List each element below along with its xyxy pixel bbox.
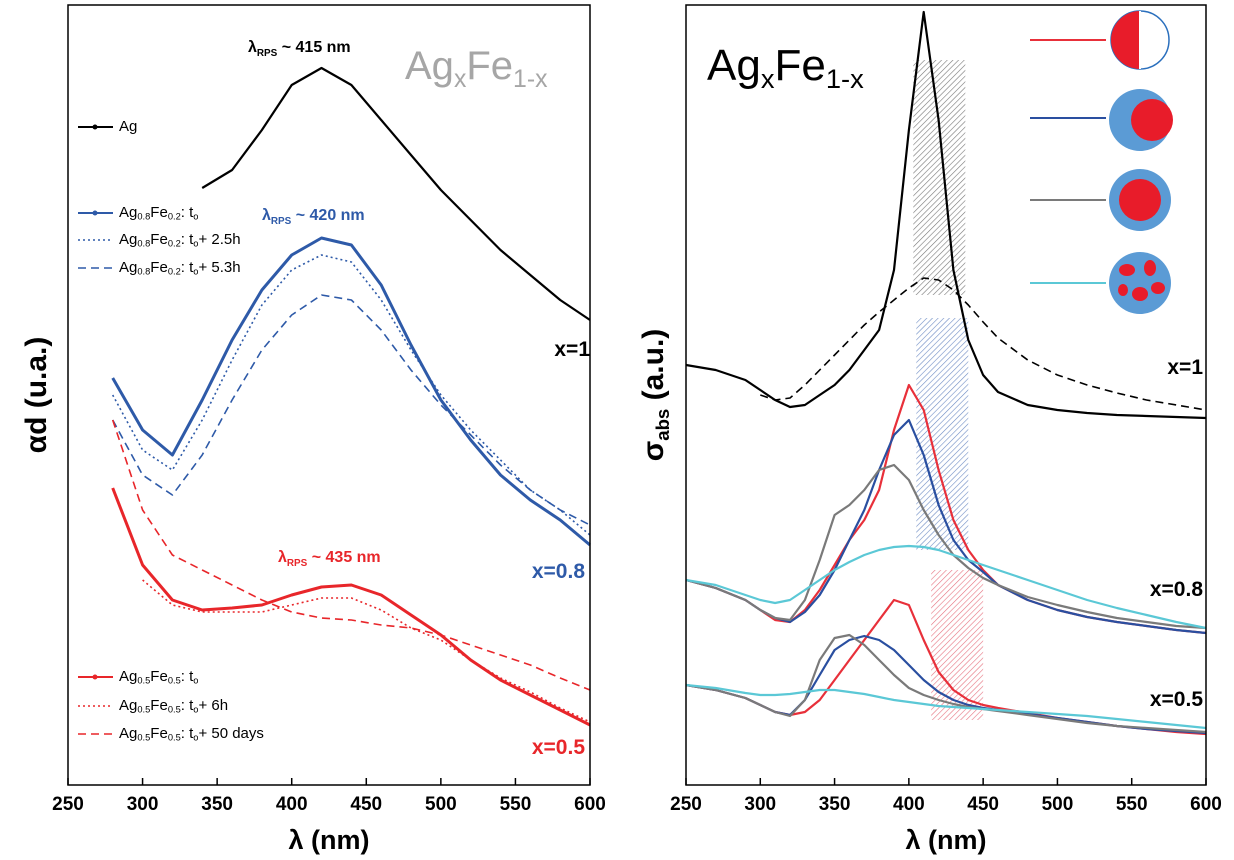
series-line bbox=[685, 544, 1207, 630]
series-line bbox=[685, 683, 1207, 730]
x-tick-label: 450 bbox=[350, 794, 382, 815]
x-tick-label: 550 bbox=[500, 794, 532, 815]
icon-cluster bbox=[1119, 264, 1135, 276]
series-line bbox=[111, 294, 591, 526]
series-line bbox=[111, 487, 591, 727]
bands bbox=[913, 60, 984, 720]
legend-label: Ag0.5Fe0.5: to bbox=[119, 668, 198, 686]
series-line bbox=[685, 10, 1207, 420]
legend-label: Ag0.8Fe0.2: to+ 2.5h bbox=[119, 231, 241, 249]
x-tick-label: 600 bbox=[574, 794, 606, 815]
chart-title: AgxFe1-x bbox=[405, 44, 548, 93]
x-tick-label: 250 bbox=[52, 794, 84, 815]
annotations: 250 300 350 400 450 500 550 600 λ (nm) αd (u.a.) A… bbox=[20, 4, 1222, 855]
legend-icons bbox=[1109, 10, 1173, 314]
icon-core bbox=[1131, 99, 1173, 141]
plot-frame bbox=[685, 4, 1207, 786]
annotation: λRPS ~ 435 nm bbox=[278, 549, 381, 568]
y-axis-label: σabs (a.u.) bbox=[637, 329, 673, 462]
x-tick-label: 400 bbox=[276, 794, 308, 815]
icon-janus-fe bbox=[1111, 11, 1140, 69]
annotation: λRPS ~ 415 nm bbox=[248, 39, 351, 58]
x-axis-label: λ (nm) bbox=[289, 825, 370, 855]
hatched-band bbox=[931, 570, 984, 720]
curve-label: x=1 bbox=[1167, 356, 1203, 379]
series-line bbox=[142, 579, 591, 723]
series-line bbox=[111, 236, 591, 547]
series-line bbox=[111, 254, 591, 536]
curve-label: x=0.8 bbox=[1150, 578, 1203, 601]
x-tick-label: 600 bbox=[1190, 794, 1222, 815]
legend-marker bbox=[92, 210, 98, 216]
legend-label: Ag0.8Fe0.2: to+ 5.3h bbox=[119, 259, 241, 277]
x-tick-label: 450 bbox=[967, 794, 999, 815]
chart-title: AgxFe1-x bbox=[707, 41, 864, 95]
legend-label: Ag0.5Fe0.5: to+ 50 days bbox=[119, 725, 264, 743]
series-line bbox=[111, 419, 591, 691]
plot-frame bbox=[67, 4, 591, 786]
series-line bbox=[685, 463, 1207, 630]
lines bbox=[111, 10, 1207, 736]
y-axis-label: αd (u.a.) bbox=[20, 337, 53, 454]
x-tick-label: 400 bbox=[893, 794, 925, 815]
hatched-band bbox=[913, 60, 966, 295]
curve-label: x=0.5 bbox=[532, 736, 585, 759]
x-tick-label: 500 bbox=[425, 794, 457, 815]
series-line bbox=[201, 66, 591, 321]
series-line bbox=[685, 633, 1207, 734]
icon-cluster bbox=[1151, 282, 1165, 294]
x-tick-label: 350 bbox=[819, 794, 851, 815]
x-tick-label: 300 bbox=[744, 794, 776, 815]
annotation: λRPS ~ 420 nm bbox=[262, 207, 365, 226]
legend-marker bbox=[92, 124, 98, 130]
x-tick-label: 350 bbox=[201, 794, 233, 815]
icon-core bbox=[1119, 179, 1161, 221]
x-tick-label: 250 bbox=[670, 794, 702, 815]
curve-label: x=1 bbox=[554, 338, 590, 361]
series-line bbox=[760, 277, 1207, 411]
x-tick-label: 550 bbox=[1116, 794, 1148, 815]
icon-cluster bbox=[1144, 260, 1156, 276]
icon-cluster bbox=[1118, 284, 1128, 296]
legend-label: Ag0.8Fe0.2: to bbox=[119, 204, 198, 222]
curve-label: x=0.5 bbox=[1150, 688, 1203, 711]
curve-label: x=0.8 bbox=[532, 560, 585, 583]
x-tick-label: 500 bbox=[1042, 794, 1074, 815]
legend-marker bbox=[92, 674, 98, 680]
x-tick-label: 300 bbox=[127, 794, 159, 815]
icon-cluster bbox=[1132, 287, 1148, 301]
x-axis-label: λ (nm) bbox=[906, 825, 987, 855]
legend-label: Ag bbox=[119, 118, 137, 135]
legend-label: Ag0.5Fe0.5: to+ 6h bbox=[119, 697, 228, 715]
